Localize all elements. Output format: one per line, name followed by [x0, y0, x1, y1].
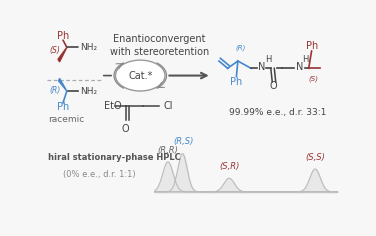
Polygon shape	[59, 78, 67, 91]
Text: NH₂: NH₂	[80, 43, 98, 52]
Text: O: O	[122, 124, 129, 134]
Text: (S,S): (S,S)	[305, 153, 325, 162]
Text: (S): (S)	[308, 76, 318, 82]
Text: EtO: EtO	[104, 101, 121, 110]
Text: NH₂: NH₂	[80, 87, 98, 96]
Text: N: N	[296, 62, 303, 72]
Text: (S): (S)	[50, 46, 61, 55]
Text: Cl: Cl	[164, 101, 173, 110]
Polygon shape	[58, 47, 67, 62]
Text: (R): (R)	[50, 86, 61, 95]
Text: H: H	[265, 55, 271, 64]
Text: O: O	[270, 81, 277, 92]
Text: (S,R): (S,R)	[219, 162, 239, 171]
Text: hiral stationary-phase HPLC: hiral stationary-phase HPLC	[48, 153, 180, 162]
Circle shape	[115, 60, 165, 91]
Text: (R,S): (R,S)	[173, 137, 194, 146]
Text: 99.99% e.e., d.r. 33:1: 99.99% e.e., d.r. 33:1	[229, 108, 326, 117]
Text: H: H	[302, 55, 309, 64]
Text: (0% e.e., d.r. 1:1): (0% e.e., d.r. 1:1)	[63, 170, 136, 179]
Text: Enantioconvergent: Enantioconvergent	[113, 34, 205, 44]
Text: Cat.*: Cat.*	[128, 71, 152, 80]
Text: Ph: Ph	[306, 42, 318, 51]
Text: Ph: Ph	[57, 102, 69, 112]
Text: (R): (R)	[236, 44, 246, 51]
Text: (R,R): (R,R)	[158, 146, 178, 155]
Text: racemic: racemic	[48, 115, 84, 124]
Text: Ph: Ph	[57, 31, 69, 42]
Text: Ph: Ph	[230, 77, 243, 87]
Text: with stereoretention: with stereoretention	[109, 47, 209, 57]
Text: N: N	[258, 62, 265, 72]
